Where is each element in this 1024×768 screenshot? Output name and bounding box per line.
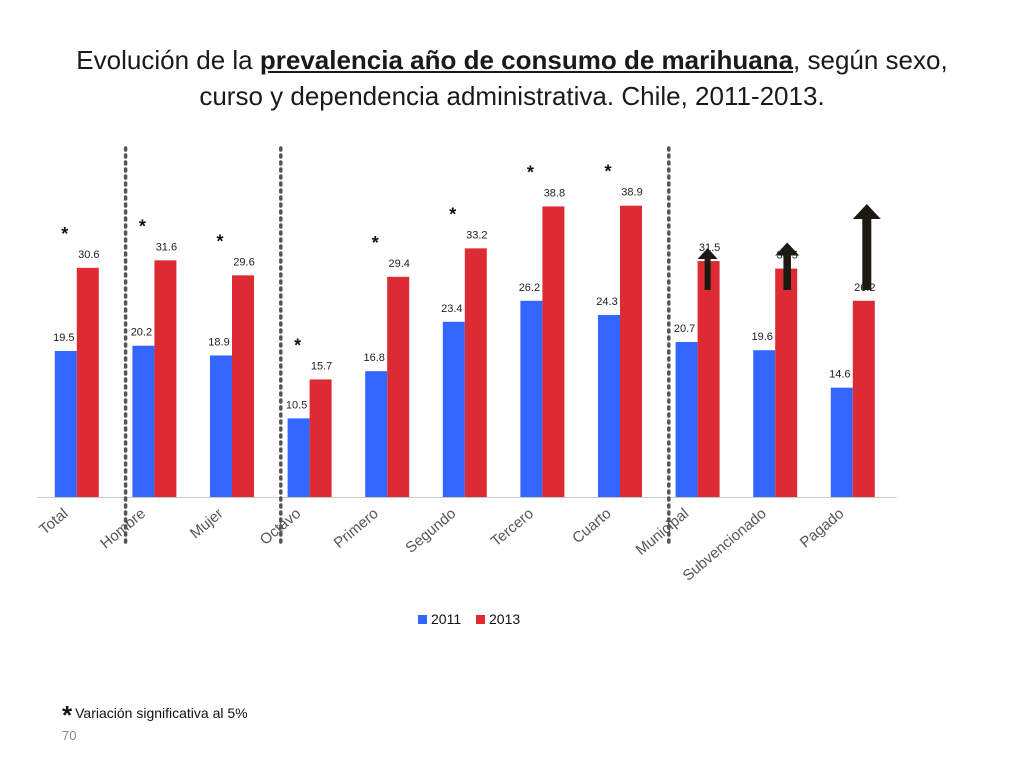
bar-2013-segundo <box>464 248 487 497</box>
tick-label-segundo: Segundo <box>402 505 459 557</box>
legend-swatch-2013 <box>476 615 485 624</box>
tick-label-municipal: Municipal <box>633 505 692 559</box>
bar-2013-octavo <box>309 379 332 497</box>
significance-star-segundo: * <box>449 204 456 224</box>
bar-2011-hombre <box>132 345 155 497</box>
bar-2013-tercero <box>542 206 565 498</box>
trend-arrow-pagado <box>852 204 881 290</box>
legend-swatch-2011 <box>418 615 427 624</box>
bar-2013-hombre <box>154 260 177 497</box>
value-label-2013-octavo: 15.7 <box>311 360 332 372</box>
title-suffix: , según sexo, curso y dependencia admini… <box>199 45 948 111</box>
bar-2011-pagado <box>830 387 853 497</box>
value-label-2011-mujer: 18.9 <box>208 336 229 348</box>
bar-2011-municipal <box>675 341 698 497</box>
tick-label-hombre: Hombre <box>97 505 149 552</box>
title-emphasis: prevalencia año de consumo de marihuana <box>259 45 794 75</box>
bar-2011-segundo <box>442 321 465 497</box>
significance-star-tercero: * <box>527 162 534 182</box>
value-label-2013-total: 30.6 <box>78 249 99 261</box>
legend-label-2011: 2011 <box>431 611 461 627</box>
value-label-2011-segundo: 23.4 <box>441 303 462 315</box>
trend-arrow-municipal <box>697 248 718 290</box>
significance-star-octavo: * <box>294 335 301 355</box>
tick-label-pagado: Pagado <box>797 505 848 551</box>
tick-label-cuarto: Cuarto <box>569 505 614 547</box>
value-label-2011-octavo: 10.5 <box>286 399 307 411</box>
slide-title: Evolución de la prevalencia año de consu… <box>60 42 964 114</box>
value-label-2011-tercero: 26.2 <box>519 282 540 294</box>
value-label-2011-primero: 16.8 <box>363 352 384 364</box>
value-label-2013-hombre: 31.6 <box>156 241 177 253</box>
legend-label-2013: 2013 <box>489 611 520 627</box>
value-label-2013-cuarto: 38.9 <box>621 187 642 199</box>
bar-2013-primero <box>387 276 410 497</box>
value-label-2011-subvencionado: 19.6 <box>751 331 772 343</box>
bar-2013-cuarto <box>620 205 642 497</box>
value-label-2011-pagado: 14.6 <box>829 369 850 381</box>
value-label-2011-cuarto: 24.3 <box>596 296 617 308</box>
bar-2011-subvencionado <box>753 350 776 497</box>
bar-2013-municipal <box>697 261 720 497</box>
significance-star-hombre: * <box>139 216 146 236</box>
bar-2013-mujer <box>232 275 254 497</box>
tick-label-primero: Primero <box>331 505 382 552</box>
footnote: * Variación significativa al 5% <box>62 700 248 731</box>
significance-star-mujer: * <box>216 231 223 251</box>
trend-arrow-subvencionado <box>775 242 800 290</box>
value-label-2013-tercero: 38.8 <box>544 187 565 199</box>
value-label-2013-mujer: 29.6 <box>233 256 254 268</box>
value-label-2013-primero: 29.4 <box>388 258 409 270</box>
significance-star-total: * <box>61 224 68 244</box>
bar-2011-mujer <box>210 355 232 497</box>
title-prefix: Evolución de la <box>76 45 260 75</box>
tick-label-total: Total <box>36 505 71 538</box>
value-label-2013-segundo: 33.2 <box>466 229 487 241</box>
bar-2011-total <box>54 350 77 497</box>
value-label-2011-municipal: 20.7 <box>674 323 695 335</box>
footnote-marker: * <box>62 700 73 730</box>
bar-2013-total <box>76 267 99 497</box>
bar-2011-primero <box>365 371 388 497</box>
bar-2011-octavo <box>287 418 310 497</box>
value-label-2011-total: 19.5 <box>53 332 74 344</box>
tick-label-mujer: Mujer <box>187 505 227 542</box>
tick-label-subvencionado: Subvencionado <box>680 505 770 585</box>
tick-label-tercero: Tercero <box>488 505 537 550</box>
value-label-2013-municipal: 31.5 <box>699 242 720 254</box>
bar-2011-cuarto <box>598 315 620 497</box>
significance-star-primero: * <box>372 233 379 253</box>
page-number: 70 <box>62 728 77 743</box>
significance-star-cuarto: * <box>604 162 611 182</box>
value-label-2011-hombre: 20.2 <box>131 327 152 339</box>
bar-2011-tercero <box>520 300 543 497</box>
bar-2013-subvencionado <box>775 268 798 497</box>
bar-2013-pagado <box>852 300 875 497</box>
footnote-text: Variación significativa al 5% <box>75 705 248 721</box>
